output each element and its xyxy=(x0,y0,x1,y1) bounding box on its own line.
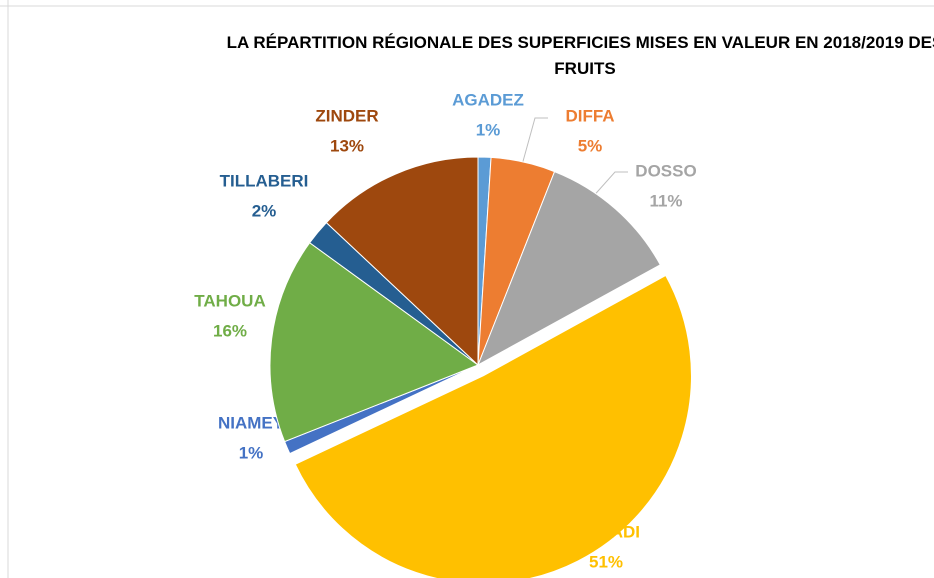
slice-value: 1% xyxy=(239,443,264,462)
chart-title: LA RÉPARTITION RÉGIONALE DES SUPERFICIES… xyxy=(226,33,934,78)
slice-label: TAHOUA xyxy=(194,291,265,310)
slice-value: 16% xyxy=(213,321,247,340)
pie-slice xyxy=(269,242,480,443)
slice-label: TILLABERI xyxy=(220,171,309,190)
slice-value: 1% xyxy=(476,120,501,139)
slice-value: 13% xyxy=(330,136,364,155)
slice-label: DOSSO xyxy=(635,161,696,180)
slice-value: 51% xyxy=(589,552,623,571)
slice-label: AGADEZ xyxy=(452,90,524,109)
slice-label: NIAMEY xyxy=(218,413,285,432)
slice-label: MARADI xyxy=(572,522,640,541)
leader-line xyxy=(521,117,548,166)
pie-slice xyxy=(294,274,692,578)
slice-label: ZINDER xyxy=(315,106,378,125)
slice-value: 11% xyxy=(649,191,682,210)
leader-line xyxy=(589,171,628,201)
slice-label: DIFFA xyxy=(565,106,614,125)
pie-slice xyxy=(325,156,479,367)
slice-value: 2% xyxy=(252,201,277,220)
pie-slice xyxy=(477,170,661,367)
slice-value: 5% xyxy=(578,136,603,155)
